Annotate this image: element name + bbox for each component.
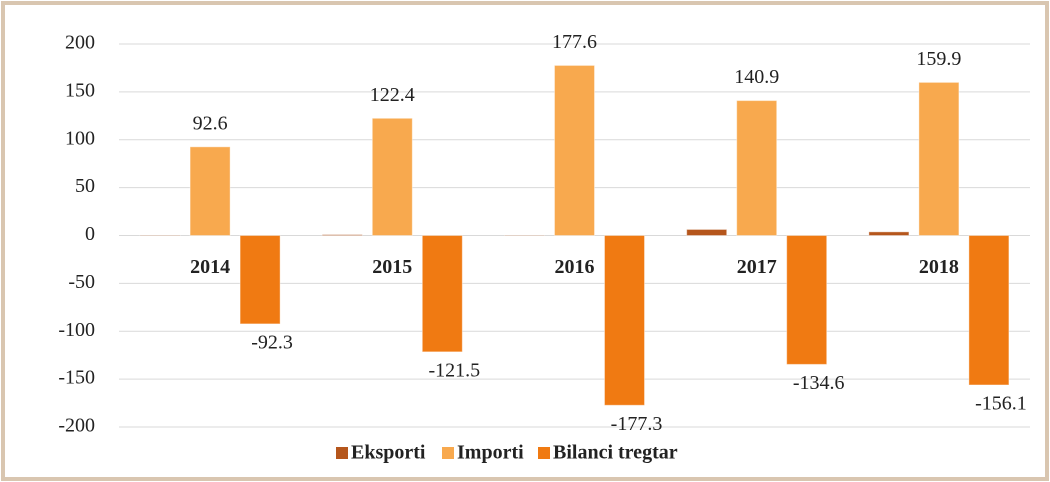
legend-label: Importi xyxy=(457,442,524,464)
y-tick-label: -150 xyxy=(58,367,95,389)
bar xyxy=(189,146,231,236)
bar xyxy=(604,235,645,406)
y-tick-label: 200 xyxy=(65,32,95,54)
value-label: 177.6 xyxy=(552,31,597,53)
x-tick-label: 2017 xyxy=(737,256,777,278)
bar xyxy=(321,234,363,236)
x-tick-label: 2014 xyxy=(190,256,230,278)
value-label: -156.1 xyxy=(975,393,1027,415)
y-tick-label: 100 xyxy=(65,127,95,149)
y-tick-label: 150 xyxy=(65,79,95,101)
bar xyxy=(786,235,828,365)
y-tick-label: -50 xyxy=(68,271,95,293)
bar xyxy=(239,235,281,325)
x-tick-label: 2018 xyxy=(919,256,959,278)
bar xyxy=(868,231,910,236)
legend-label: Eksporti xyxy=(351,442,426,464)
bar xyxy=(554,64,595,236)
x-tick-label: 2015 xyxy=(372,256,412,278)
y-tick-label: 50 xyxy=(75,175,95,197)
bar xyxy=(736,100,778,236)
value-label: 122.4 xyxy=(370,84,415,106)
bar xyxy=(371,117,413,236)
bar xyxy=(918,81,960,236)
value-label: 159.9 xyxy=(916,48,961,70)
value-label: -134.6 xyxy=(793,372,845,394)
bar xyxy=(686,228,728,236)
y-tick-label: -200 xyxy=(58,415,95,437)
y-tick-label: 0 xyxy=(85,223,95,245)
x-tick-label: 2016 xyxy=(555,256,595,278)
value-label: -121.5 xyxy=(428,359,480,381)
legend-swatch xyxy=(538,447,550,459)
value-label: -177.3 xyxy=(611,413,663,435)
y-tick-label: -100 xyxy=(58,319,95,341)
legend-swatch xyxy=(336,447,348,459)
legend-swatch xyxy=(442,447,454,459)
legend-label: Bilanci tregtar xyxy=(553,442,678,464)
value-label: 140.9 xyxy=(734,66,779,88)
bar xyxy=(421,235,463,353)
value-label: -92.3 xyxy=(251,331,293,353)
value-label: 92.6 xyxy=(193,112,228,134)
bar xyxy=(968,235,1010,386)
